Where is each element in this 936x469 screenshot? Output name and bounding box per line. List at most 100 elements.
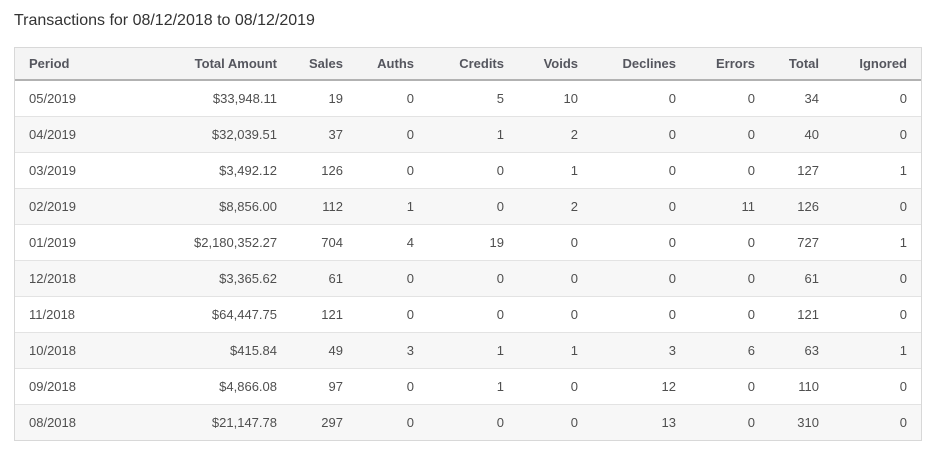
cell-declines: 0 xyxy=(592,295,690,332)
transactions-table: Period Total Amount Sales Auths Credits Voids… xyxy=(15,48,921,440)
cell-voids: 0 xyxy=(518,403,592,440)
cell-auths: 0 xyxy=(357,403,428,440)
cell-credits: 1 xyxy=(428,115,518,152)
table-row: 10/2018 $415.84 49 3 1 1 3 6 63 1 xyxy=(15,331,921,368)
cell-sales: 19 xyxy=(328,90,343,106)
cell-total_amount: $3,365.62 xyxy=(180,259,291,296)
cell-period: 01/2019 xyxy=(15,223,180,260)
cell-errors: 6 xyxy=(690,331,769,368)
cell-voids: 0 xyxy=(518,259,592,296)
cell-auths: 0 xyxy=(357,259,428,296)
cell-ignored: 1 xyxy=(833,223,921,260)
cell-declines: 0 xyxy=(592,259,690,296)
cell-total: 126 xyxy=(769,187,833,224)
cell-voids: 0 xyxy=(518,295,592,332)
cell-auths: 0 xyxy=(357,367,428,404)
column-header-sales: Sales xyxy=(291,48,357,81)
column-header-total_amount: Total Amount xyxy=(180,48,291,81)
cell-ignored: 0 xyxy=(833,403,921,440)
cell-errors: 0 xyxy=(690,259,769,296)
cell-declines: 0 xyxy=(592,115,690,152)
cell-auths: 0 xyxy=(357,115,428,152)
cell-period: 11/2018 xyxy=(15,295,180,332)
cell-declines: 0 xyxy=(668,90,676,106)
cell-voids: 10 xyxy=(563,90,578,106)
column-header-ignored: Ignored xyxy=(833,48,921,81)
cell-total_amount: $33,948.11 xyxy=(212,90,277,106)
cell-auths: 4 xyxy=(357,223,428,260)
table-row: 04/2019 $32,039.51 37 0 1 2 0 0 40 0 xyxy=(15,115,921,152)
cell-total: 727 xyxy=(769,223,833,260)
cell-declines: 13 xyxy=(592,403,690,440)
cell-voids: 2 xyxy=(518,115,592,152)
cell-voids: 0 xyxy=(518,223,592,260)
cell-period: 08/2018 xyxy=(15,403,180,440)
cell-errors: 0 xyxy=(690,115,769,152)
cell-errors: 11 xyxy=(690,187,769,224)
cell-voids: 0 xyxy=(518,367,592,404)
cell-total: 40 xyxy=(769,115,833,152)
cell-declines: 0 xyxy=(592,223,690,260)
cell-period: 03/2019 xyxy=(15,151,180,188)
cell-total_amount: $8,856.00 xyxy=(180,187,291,224)
cell-voids: 1 xyxy=(518,331,592,368)
cell-errors: 0 xyxy=(690,223,769,260)
cell-declines: 12 xyxy=(592,367,690,404)
column-header-errors: Errors xyxy=(690,48,769,81)
table-row: 11/2018 $64,447.75 121 0 0 0 0 0 121 0 xyxy=(15,295,921,332)
cell-ignored: 0 xyxy=(833,187,921,224)
cell-period: 09/2018 xyxy=(15,367,180,404)
cell-total: 110 xyxy=(769,367,833,404)
cell-total_amount: $64,447.75 xyxy=(180,295,291,332)
cell-errors: 0 xyxy=(690,151,769,188)
cell-sales: 37 xyxy=(291,115,357,152)
cell-ignored: 1 xyxy=(833,331,921,368)
cell-declines: 0 xyxy=(592,151,690,188)
cell-total: 34 xyxy=(804,90,819,106)
cell-total: 121 xyxy=(769,295,833,332)
column-header-declines: Declines xyxy=(592,48,690,81)
cell-auths: 0 xyxy=(406,90,414,106)
cell-period: 02/2019 xyxy=(15,187,180,224)
cell-period: 12/2018 xyxy=(15,259,180,296)
cell-total: 127 xyxy=(769,151,833,188)
cell-auths: 1 xyxy=(357,187,428,224)
cell-declines: 0 xyxy=(592,187,690,224)
cell-errors: 0 xyxy=(690,403,769,440)
cell-credits: 0 xyxy=(428,151,518,188)
transactions-table-container: Period Total Amount Sales Auths Credits Voids… xyxy=(14,47,922,441)
cell-ignored: 0 xyxy=(833,259,921,296)
cell-sales: 97 xyxy=(291,367,357,404)
cell-total: 310 xyxy=(769,403,833,440)
table-row: 02/2019 $8,856.00 112 1 0 2 0 11 126 0 xyxy=(15,187,921,224)
cell-credits: 0 xyxy=(428,403,518,440)
cell-ignored: 1 xyxy=(833,151,921,188)
cell-credits: 1 xyxy=(428,331,518,368)
cell-auths: 0 xyxy=(357,295,428,332)
column-header-auths: Auths xyxy=(357,48,428,81)
table-body: 05/2019 $33,948.11 19 0 5 10 0 0 34 0 04/2019 $32,0… xyxy=(15,80,921,440)
cell-total: 61 xyxy=(769,259,833,296)
cell-total_amount: $415.84 xyxy=(180,331,291,368)
cell-ignored: 0 xyxy=(833,115,921,152)
cell-sales: 704 xyxy=(291,223,357,260)
table-header-row: Period Total Amount Sales Auths Credits Voids… xyxy=(15,48,921,81)
cell-credits: 0 xyxy=(428,259,518,296)
table-row: 12/2018 $3,365.62 61 0 0 0 0 0 61 0 xyxy=(15,259,921,296)
column-header-total: Total xyxy=(769,48,833,81)
cell-period: 10/2018 xyxy=(15,331,180,368)
cell-errors: 0 xyxy=(690,295,769,332)
cell-credits: 1 xyxy=(428,367,518,404)
cell-errors: 0 xyxy=(690,367,769,404)
cell-auths: 3 xyxy=(357,331,428,368)
cell-period: 04/2019 xyxy=(15,115,180,152)
cell-credits: 5 xyxy=(496,90,504,106)
table-header: Period Total Amount Sales Auths Credits Voids… xyxy=(15,48,921,81)
cell-sales: 297 xyxy=(291,403,357,440)
cell-credits: 19 xyxy=(428,223,518,260)
cell-sales: 61 xyxy=(291,259,357,296)
cell-auths: 0 xyxy=(357,151,428,188)
table-row: 01/2019 $2,180,352.27 704 4 19 0 0 0 727 1 xyxy=(15,223,921,260)
cell-voids: 2 xyxy=(518,187,592,224)
